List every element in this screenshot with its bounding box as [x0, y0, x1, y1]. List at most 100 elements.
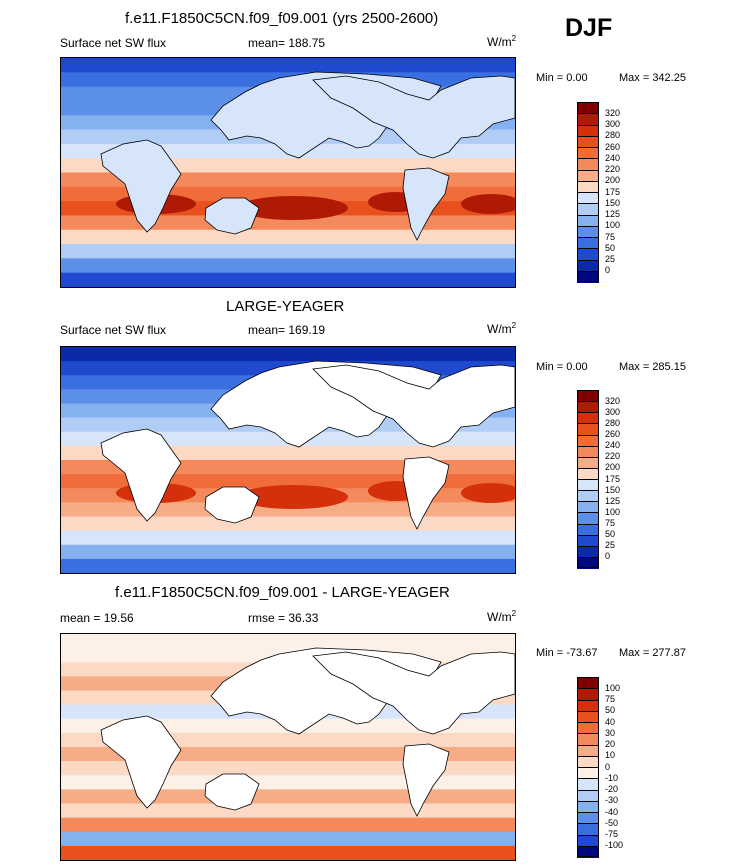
colorbar-swatch — [577, 467, 599, 480]
colorbar-tick-label: 0 — [605, 761, 611, 772]
panel-2-mean: mean= 169.19 — [248, 323, 326, 337]
colorbar-tick-label: 100 — [605, 506, 621, 517]
colorbar-swatch — [577, 523, 599, 536]
map-field-band — [61, 58, 515, 74]
map-field-maximum — [238, 196, 348, 220]
colorbar-swatch — [577, 556, 599, 569]
colorbar-swatch — [577, 501, 599, 513]
map-field-band — [61, 502, 515, 518]
colorbar-tick-label: 220 — [605, 164, 621, 174]
colorbar-swatch — [577, 512, 599, 524]
colorbar-tick-label: 300 — [605, 119, 621, 129]
colorbar-swatch — [577, 412, 599, 424]
colorbar-tick-label: 50 — [605, 529, 616, 540]
colorbar-tick-label: 320 — [605, 395, 621, 406]
colorbar-swatch — [577, 192, 599, 204]
panel-3-max: Max = 277.87 — [619, 647, 686, 659]
map-field-band — [61, 558, 515, 573]
continent-outline — [402, 743, 450, 817]
continent-outline — [204, 197, 260, 235]
colorbar-tick-label: 25 — [605, 540, 616, 551]
colorbar-tick-label: 200 — [605, 462, 621, 473]
colorbar-swatch — [577, 812, 599, 824]
colorbar-swatch — [577, 135, 599, 148]
map-field-maximum — [461, 194, 515, 214]
colorbar-swatch — [577, 800, 599, 813]
map-field-band — [61, 845, 515, 860]
colorbar-tick-label: 320 — [605, 107, 621, 118]
colorbar-swatch — [577, 767, 599, 779]
map-field-band — [61, 272, 515, 287]
colorbar-swatch — [577, 755, 599, 768]
colorbar-swatch — [577, 113, 599, 125]
continent-outline — [312, 364, 515, 448]
colorbar-tick-label: 100 — [605, 682, 621, 693]
panel-1-colorbar: 320 300 280 260 240 220 200 175 150 125 100 75 50 25 0 — [577, 102, 657, 283]
colorbar-swatch — [577, 401, 599, 413]
colorbar-swatch — [577, 677, 599, 689]
map-field-band — [61, 347, 515, 363]
colorbar-swatch — [577, 456, 599, 469]
colorbar-swatch — [577, 423, 599, 435]
panel-2-max: Max = 285.15 — [619, 361, 686, 373]
colorbar-tick-label: 40 — [605, 716, 616, 727]
colorbar-tick-label: 10 — [605, 750, 616, 761]
colorbar-tick-label: 100 — [605, 220, 621, 231]
panel-2-units: W/m2 — [487, 321, 517, 336]
colorbar-tick-label: 50 — [605, 705, 616, 716]
colorbar-tick-label: -40 — [605, 806, 619, 817]
panel-1-min: Min = 0.00 — [536, 72, 588, 84]
panel-1-mean: mean= 188.75 — [248, 36, 326, 50]
map-field-band — [61, 817, 515, 833]
panel-3-min: Min = -73.67 — [536, 647, 598, 659]
map-field-band — [61, 789, 515, 805]
continent-outline — [204, 486, 260, 524]
panel-1-units: W/m2 — [487, 34, 517, 49]
panel-1-title: f.e11.F1850C5CN.f09_f09.001 (yrs 2500-26… — [125, 10, 439, 27]
colorbar-swatch — [577, 180, 599, 193]
map-field-band — [61, 803, 515, 819]
colorbar-tick-label: 150 — [605, 484, 621, 495]
map-field-band — [61, 215, 515, 231]
map-field-band — [61, 634, 515, 650]
colorbar-swatch — [577, 733, 599, 745]
map-field-band — [61, 761, 515, 777]
colorbar-tick-label: 30 — [605, 727, 616, 738]
colorbar-swatch — [577, 390, 599, 402]
continent-outline — [100, 139, 182, 233]
colorbar-swatch — [577, 237, 599, 249]
map-field-band — [61, 516, 515, 532]
colorbar-tick-label: 50 — [605, 242, 616, 253]
map-field-band — [61, 775, 515, 791]
colorbar-swatch — [577, 778, 599, 790]
continent-outline — [100, 715, 182, 809]
season-label: DJF — [565, 14, 613, 42]
panel-2-min: Min = 0.00 — [536, 361, 588, 373]
colorbar-tick-label: 0 — [605, 265, 611, 276]
colorbar-swatch — [577, 834, 599, 847]
colorbar-swatch — [577, 270, 599, 283]
panel-1-max: Max = 342.25 — [619, 72, 686, 84]
map-field-band — [61, 258, 515, 274]
colorbar-tick-label: 280 — [605, 417, 621, 428]
colorbar-tick-label: 20 — [605, 739, 616, 749]
colorbar-frame — [577, 102, 599, 282]
map-field-band — [61, 544, 515, 560]
colorbar-tick-label: -20 — [605, 784, 619, 794]
panel-3-rmse: rmse = 36.33 — [248, 611, 319, 625]
colorbar-tick-label: -75 — [605, 829, 619, 839]
panel-3-colorbar: 100 75 50 40 30 20 10 0 -10 -20 -30 -40 -50 -75 -100 — [577, 677, 657, 858]
colorbar-swatch — [577, 248, 599, 260]
colorbar-tick-label: 0 — [605, 551, 611, 562]
continent-outline — [402, 456, 450, 530]
continent-outline — [100, 428, 182, 522]
colorbar-swatch — [577, 699, 599, 712]
colorbar-swatch — [577, 688, 599, 700]
colorbar-swatch — [577, 147, 599, 159]
colorbar-swatch — [577, 434, 599, 447]
colorbar-tick-label: 260 — [605, 141, 621, 152]
colorbar-frame — [577, 677, 599, 857]
colorbar-tick-label: 280 — [605, 130, 621, 141]
colorbar-swatch — [577, 102, 599, 114]
panel-3-mean: mean = 19.56 — [60, 611, 134, 625]
